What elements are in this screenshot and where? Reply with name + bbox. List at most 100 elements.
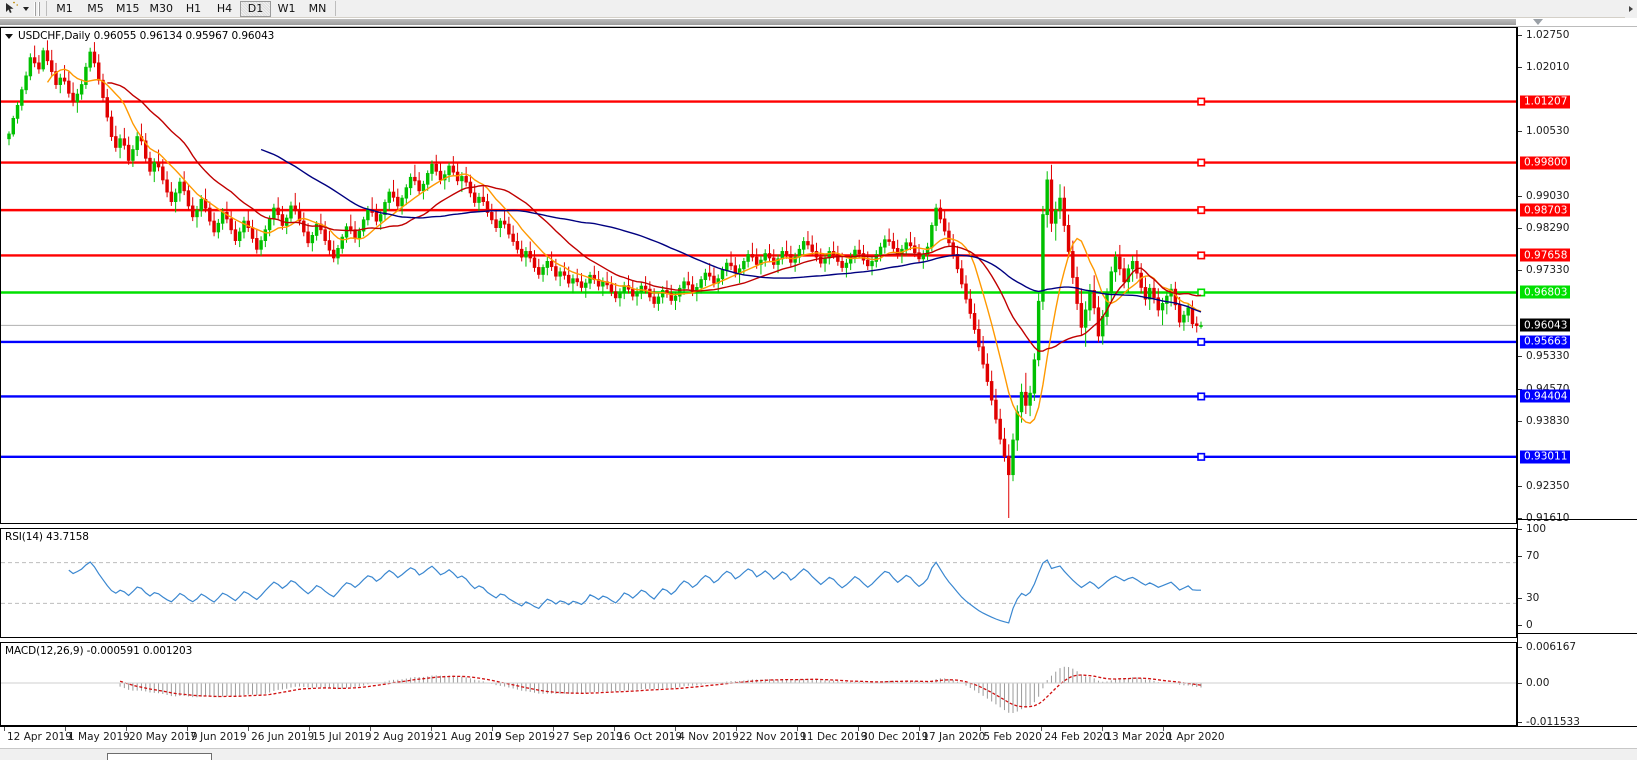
chart-tab-usdcad-daily[interactable]: USDCAD,Daily [319,756,423,760]
price-tick: 1.02750 [1518,29,1569,41]
candle-body [930,225,934,248]
macd-histogram [119,666,1202,713]
rsi-pane[interactable]: RSI(14) 43.7158 [0,528,1517,638]
chart-tab-uk100-h1[interactable]: UK100,H1 [904,756,984,760]
price-label-last[interactable]: 0.96043 [1520,318,1571,332]
candle-body [917,252,921,260]
timeframe-w1-button[interactable]: W1 [277,2,296,15]
candle-body [374,212,379,222]
candle-body [631,288,635,297]
chart-tab-xauusd-m5[interactable]: XAUUSD,M5 [734,756,826,760]
candle-body [742,261,746,270]
candlestick-canvas[interactable] [1,28,1516,523]
candle-body [1079,303,1084,328]
candle-body [1160,303,1165,311]
candle-body [1118,256,1122,270]
price-label-support[interactable]: 0.93011 [1520,450,1571,464]
scale-separator [1518,519,1637,520]
candle-body [806,241,810,246]
level-anchor-handle[interactable] [1197,206,1206,215]
timeframe-group: M1 M5 M15 M30 H1 H4 D1 W1 MN [49,0,338,17]
candle-body [819,256,823,264]
chart-tab-gbpusd-m5[interactable]: GBPUSD,M5 [640,756,731,760]
price-label-resistance[interactable]: 1.01207 [1520,95,1571,109]
candle-body [891,241,896,249]
cursor-tools-icon[interactable] [3,1,20,16]
candle-body [1019,391,1024,413]
chart-tab-eurusd-daily[interactable]: EURUSD,Daily [4,756,107,760]
toolbar-overflow-button[interactable] [1625,0,1637,18]
rsi-scale-tick: 70 [1518,550,1539,562]
candle-body [186,190,191,207]
candle-body [71,92,75,103]
price-tick: 0.93830 [1518,415,1569,427]
timeframe-m30-button[interactable]: M30 [149,2,174,15]
candle-body [618,292,622,299]
level-anchor-handle[interactable] [1197,288,1206,297]
level-anchor-handle[interactable] [1197,97,1206,106]
toolbar-drag-handle[interactable] [34,1,41,16]
candle-body [814,251,819,258]
rsi-scale-tick: 30 [1518,592,1539,604]
scrollbar-thumb[interactable] [0,19,1516,25]
date-label: 24 Feb 2020 [1044,731,1110,743]
chart-tab-usdcnh-daily[interactable]: USDCNH,Daily [426,756,531,760]
price-chart-pane[interactable]: USDCHF,Daily 0.96055 0.96134 0.95967 0.9… [0,27,1517,524]
candle-body [490,212,494,221]
candle-body [1186,307,1190,316]
candle-body [887,239,891,242]
price-label-support[interactable]: 0.94404 [1520,389,1571,403]
candle-series [7,40,1203,519]
candle-body [844,262,849,268]
level-anchor-handle[interactable] [1197,392,1206,401]
price-label-support[interactable]: 0.95663 [1520,335,1571,349]
candle-body [58,77,62,85]
timeframe-mn-button[interactable]: MN [308,2,327,15]
chart-menu-caret-icon[interactable] [5,33,13,39]
timeframe-m1-button[interactable]: M1 [56,2,73,15]
candle-body [1071,251,1075,278]
candle-body [652,296,656,304]
level-anchor-handle[interactable] [1197,452,1206,461]
candle-body [75,93,80,103]
date-label: 17 Jan 2020 [922,731,986,743]
chart-tab-bar[interactable]: EURUSD,DailyUSDCHF,DailyAUDUSD,DailyUSDC… [0,748,1637,760]
chart-tab-hk50-h1[interactable]: HK50,H1 [829,756,901,760]
chart-tab-fra40-h1[interactable]: FRA40,H1 [1153,756,1231,760]
level-anchor-handle[interactable] [1197,158,1206,167]
date-label: 27 Sep 2019 [556,731,623,743]
timeframe-d1-button[interactable]: D1 [240,0,271,17]
macd-pane[interactable]: MACD(12,26,9) -0.000591 0.001203 [0,642,1517,726]
chart-tab-uk100-h1[interactable]: UK100,H1 [987,756,1067,760]
level-anchor-handle[interactable] [1197,251,1206,260]
chart-symbol-text: USDCHF,Daily 0.96055 0.96134 0.95967 0.9… [18,30,275,42]
candle-body [1143,287,1148,300]
candle-body [635,291,639,297]
price-scale[interactable]: 1.02750 1.02010 1.00530 0.99030 0.98290 0.973… [1517,27,1637,728]
chart-tab-eurusd-daily[interactable]: EURUSD,Daily [534,756,637,760]
chart-tab-audusd-daily[interactable]: AUDUSD,Daily [212,756,316,760]
chart-tab-usdchf-daily[interactable]: USDCHF,Daily [107,753,212,760]
chart-horizontal-scrollbar[interactable] [0,18,1637,27]
candle-body [434,163,438,172]
candle-body [660,290,665,298]
date-tick [309,727,311,731]
price-label-resistance[interactable]: 0.98703 [1520,203,1571,217]
toolbar-separator [335,1,336,16]
scale-separator [1518,633,1637,634]
price-label-resistance[interactable]: 0.97658 [1520,248,1571,262]
price-label-resistance[interactable]: 0.99800 [1520,156,1571,170]
timeframe-h1-button[interactable]: H1 [185,2,202,15]
chart-tab-usdjpy-h1[interactable]: USDJPY,H1 [1310,756,1393,760]
timeframe-m15-button[interactable]: M15 [116,2,140,15]
candle-body [62,77,67,82]
timeframe-m5-button[interactable]: M5 [87,2,104,15]
price-label-pivot[interactable]: 0.96803 [1520,285,1571,299]
timeframe-h4-button[interactable]: H4 [216,2,233,15]
candle-body [24,75,28,91]
chart-tab-ger30-h1[interactable]: GER30,H1 [1069,756,1149,760]
level-anchor-handle[interactable] [1197,337,1206,346]
candle-body [1036,300,1041,361]
chart-tab-usoil-h1[interactable]: USOil,H1 [1234,756,1307,760]
cursor-tools-dropdown-icon[interactable] [20,1,31,16]
